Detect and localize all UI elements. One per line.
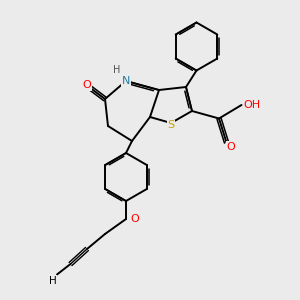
- Text: H: H: [113, 64, 121, 75]
- Text: S: S: [167, 120, 175, 130]
- Text: N: N: [122, 76, 130, 86]
- Text: H: H: [49, 275, 56, 286]
- Text: OH: OH: [243, 100, 261, 110]
- Text: O: O: [226, 142, 236, 152]
- Text: O: O: [130, 214, 140, 224]
- Text: O: O: [82, 80, 91, 91]
